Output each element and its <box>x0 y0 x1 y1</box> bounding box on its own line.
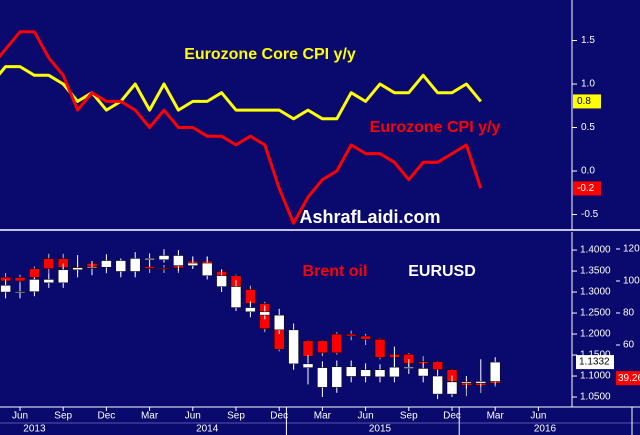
candle-body <box>101 260 112 268</box>
value-label: 1.1332 <box>579 357 610 368</box>
x-tick-label: Mar <box>141 411 159 422</box>
candle-body <box>43 258 55 269</box>
x-tick-label: Sep <box>54 411 72 422</box>
x-tick-label: Jun <box>185 411 201 422</box>
value-box <box>573 181 601 196</box>
candle-body <box>259 311 271 316</box>
y-tick-label: -0.5 <box>581 209 599 220</box>
y-tick-label: 1.0 <box>581 79 595 90</box>
candle-body <box>288 329 299 365</box>
series-label: Eurozone CPI y/y <box>370 119 501 136</box>
candle-body <box>57 269 69 284</box>
value-box <box>616 371 640 386</box>
y-tick-label: 1.4000 <box>580 245 611 256</box>
candle-body <box>374 369 386 378</box>
candle-body <box>115 260 127 272</box>
year-label: 2014 <box>196 424 219 435</box>
x-tick-label: Dec <box>443 411 461 422</box>
candle-body <box>14 291 26 293</box>
x-tick-label: Mar <box>487 411 505 422</box>
candle-body <box>86 267 98 269</box>
value-box <box>573 94 601 109</box>
candle-body <box>245 307 256 313</box>
candle-body <box>475 381 487 384</box>
legend-label: EURUSD <box>408 263 476 280</box>
candle-body <box>29 279 40 292</box>
candle-body <box>461 381 472 384</box>
candle-body <box>144 266 155 269</box>
x-tick-label: Mar <box>314 411 332 422</box>
candle-body <box>302 363 314 368</box>
year-label: 2013 <box>23 424 46 435</box>
candle-body <box>173 255 184 266</box>
y-tick-label: 1.3000 <box>580 287 611 298</box>
candle-body <box>187 262 199 266</box>
year-label: 2015 <box>369 424 392 435</box>
candle-body <box>72 267 83 271</box>
value-box <box>576 355 614 370</box>
candle-body <box>389 366 400 378</box>
candle-body <box>201 262 213 276</box>
candle-body <box>14 277 26 282</box>
candle-body <box>345 333 357 337</box>
y-tick-label: 1.2500 <box>580 308 611 319</box>
candle-body <box>158 255 170 260</box>
y2-tick-label: 100 <box>623 276 640 287</box>
y2-tick-label: 80 <box>623 308 635 319</box>
candle-body <box>144 258 155 260</box>
x-tick-label: Jun <box>358 411 374 422</box>
candle-body <box>158 267 170 270</box>
candle-body <box>403 366 415 369</box>
candle-body <box>446 381 458 395</box>
candle-body <box>432 361 443 370</box>
value-label: -0.2 <box>577 183 595 194</box>
y-tick-label: 1.5 <box>581 35 595 46</box>
line <box>0 30 483 225</box>
x-tick-label: Sep <box>227 411 245 422</box>
y-tick-label: 1.3500 <box>580 266 611 277</box>
candle-body <box>129 258 141 272</box>
candle-body <box>417 368 429 377</box>
candle-body <box>374 338 386 358</box>
y2-tick-label: 60 <box>623 340 635 351</box>
legend-label: Brent oil <box>303 263 368 280</box>
candle-body <box>216 275 227 287</box>
candle-body <box>0 285 11 293</box>
candle-body <box>432 375 443 395</box>
y-tick-label: 1.2000 <box>580 329 611 340</box>
x-tick-label: Sep <box>400 411 418 422</box>
y-tick-label: 0.0 <box>581 166 595 177</box>
candle-body <box>317 340 328 354</box>
value-label: 39.26 <box>618 373 640 384</box>
candle-body <box>331 366 343 388</box>
y-tick-label: 1.0500 <box>580 392 611 403</box>
y-tick-label: 1.1000 <box>580 371 611 382</box>
candle-body <box>230 286 242 308</box>
y-tick-label: 0.5 <box>581 122 595 133</box>
candle-body <box>29 268 40 278</box>
candle-body <box>345 366 357 377</box>
x-tick-label: Jun <box>12 411 28 422</box>
candle-body <box>273 314 285 331</box>
x-tick-label: Dec <box>270 411 288 422</box>
candle-body <box>360 335 371 340</box>
x-tick-label: Dec <box>98 411 116 422</box>
watermark: AshrafLaidi.com <box>299 207 440 227</box>
candle-body <box>43 279 55 284</box>
year-label: 2016 <box>534 424 557 435</box>
y2-tick-label: 120 <box>623 244 640 255</box>
candle-body <box>331 333 343 354</box>
candle-body <box>489 361 501 382</box>
series-label: Eurozone Core CPI y/y <box>184 46 356 63</box>
value-label: 0.8 <box>577 96 591 107</box>
x-tick-label: Jun <box>530 411 546 422</box>
candle-body <box>317 367 328 388</box>
candle-body <box>360 369 371 377</box>
candle-body <box>302 340 314 357</box>
